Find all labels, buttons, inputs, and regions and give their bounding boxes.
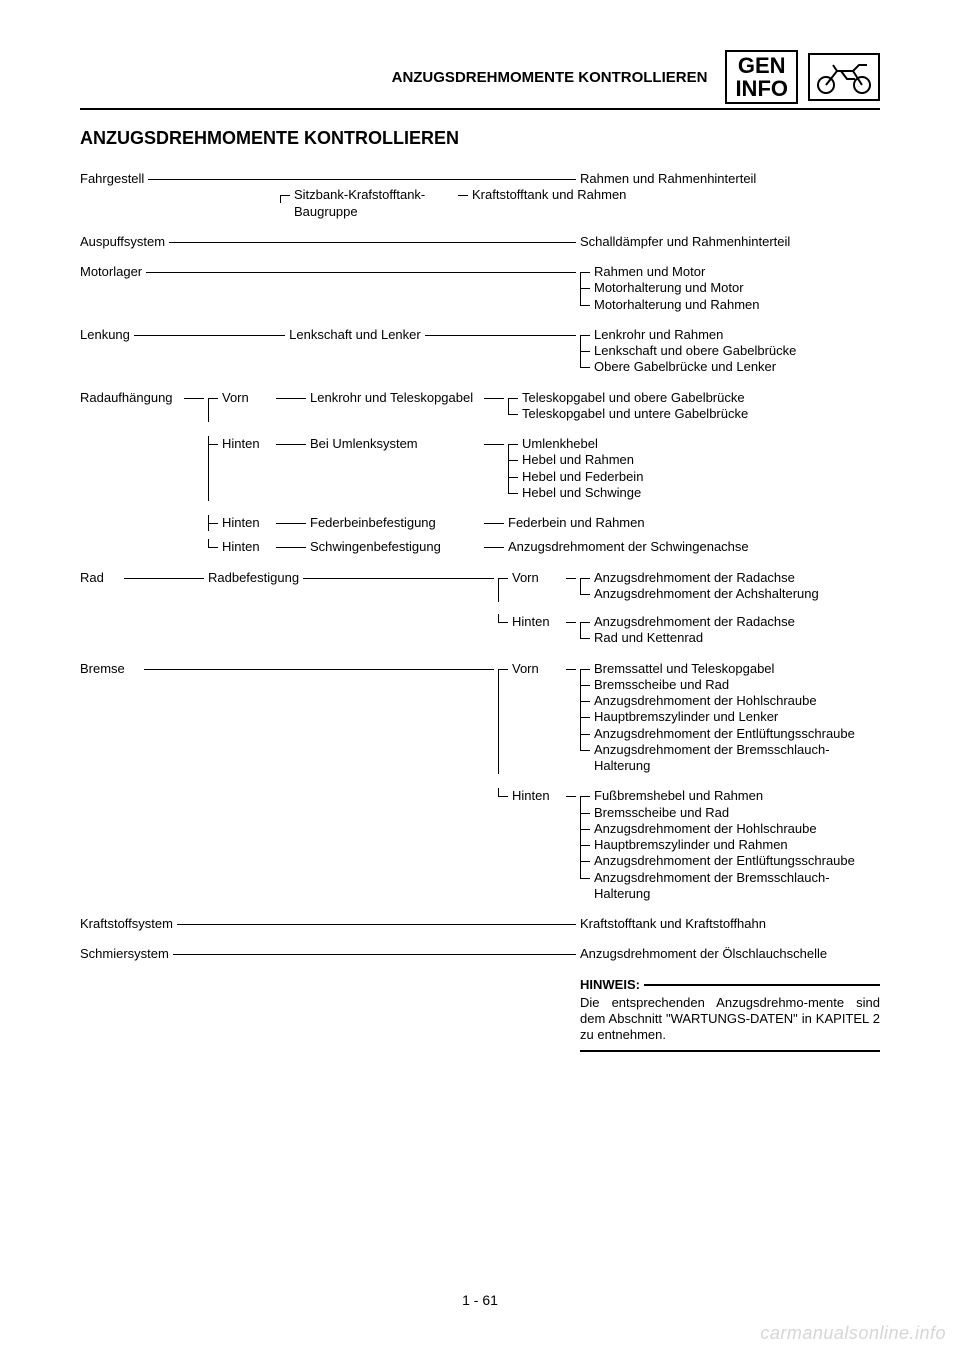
label-lenkung: Lenkung (80, 327, 130, 343)
right-br-0-5: Anzugsdrehmoment der Bremsschlauch-Halte… (580, 742, 880, 775)
right-auspuff: Schalldämpfer und Rahmenhinterteil (580, 234, 880, 250)
right-br-0-1: Bremsscheibe und Rad (580, 677, 880, 693)
right-lenkung-2: Obere Gabelbrücke und Lenker (580, 359, 880, 375)
right-ra-1-2: Hebel und Federbein (508, 469, 808, 485)
header-section-title: ANZUGSDREHMOMENTE KONTROLLIEREN (80, 69, 715, 86)
pos-br-0: Vorn (512, 661, 562, 677)
page-header: ANZUGSDREHMOMENTE KONTROLLIEREN GEN INFO (80, 50, 880, 110)
row-bremse: Bremse Vorn Bremssattel und Teleskopgabe… (80, 661, 880, 903)
right-ra-0-1: Teleskopgabel und untere Gabelbrücke (508, 406, 808, 422)
note-body: Die entsprechenden Anzugsdrehmo-mente si… (580, 993, 880, 1052)
right-br-0-0: Bremssattel und Teleskopgabel (580, 661, 880, 677)
mid-sitzbank: Sitzbank-Krafstofftank-Baugruppe (294, 187, 454, 220)
label-auspuff: Auspuffsystem (80, 234, 165, 250)
mid-ra-2: Federbeinbefestigung (310, 515, 480, 531)
rights-lenkung: Lenkrohr und Rahmen Lenkschaft und obere… (580, 327, 880, 376)
page-content: ANZUGSDREHMOMENTE KONTROLLIEREN GEN INFO… (80, 50, 880, 1052)
right-rad-1-1: Rad und Kettenrad (580, 630, 880, 646)
right-br-1-5: Anzugsdrehmoment der Bremsschlauch-Halte… (580, 870, 880, 903)
right-lenkung-1: Lenkschaft und obere Gabelbrücke (580, 343, 880, 359)
right-motorlager-0: Rahmen und Motor (580, 264, 880, 280)
motorcycle-icon (808, 53, 880, 101)
right-lenkung-0: Lenkrohr und Rahmen (580, 327, 880, 343)
right-ra-2-0: Federbein und Rahmen (508, 515, 808, 531)
mid-ra-0: Lenkrohr und Teleskopgabel (310, 390, 480, 406)
pos-ra-3: Hinten (222, 539, 272, 555)
right-motorlager-1: Motorhalterung und Motor (580, 280, 880, 296)
row-lenkung: Lenkung Lenkschaft und Lenker Lenkrohr u… (80, 327, 880, 376)
right-fahrgestell-1: Rahmen und Rahmenhinterteil (580, 171, 880, 187)
pos-ra-2: Hinten (222, 515, 272, 531)
gen-info-badge: GEN INFO (725, 50, 798, 104)
label-rad: Rad (80, 570, 120, 586)
row-fahrgestell: Fahrgestell Rahmen und Rahmenhinterteil … (80, 171, 880, 220)
row-schmier: Schmiersystem Anzugsdrehmoment der Ölsch… (80, 946, 880, 962)
row-radaufhaengung: Radaufhängung Vorn Lenkrohr und Teleskop… (80, 390, 880, 556)
right-br-1-1: Bremsscheibe und Rad (580, 805, 880, 821)
right-br-1-0: Fußbremshebel und Rahmen (580, 788, 880, 804)
mid-ra-1: Bei Umlenksystem (310, 436, 480, 452)
gen-info-line2: INFO (735, 77, 788, 100)
label-bremse: Bremse (80, 661, 140, 677)
page-number: 1 - 61 (0, 1292, 960, 1308)
pos-br-1: Hinten (512, 788, 562, 804)
watermark: carmanualsonline.info (760, 1323, 946, 1344)
right-br-0-3: Hauptbremszylinder und Lenker (580, 709, 880, 725)
note-heading: HINWEIS: (580, 977, 640, 993)
right-fahrgestell-2: Kraftstofftank und Rahmen (472, 187, 772, 203)
right-ra-1-0: Umlenkhebel (508, 436, 808, 452)
right-br-1-2: Anzugsdrehmoment der Hohlschraube (580, 821, 880, 837)
right-motorlager-2: Motorhalterung und Rahmen (580, 297, 880, 313)
right-kraftstoff: Kraftstofftank und Kraftstoffhahn (580, 916, 880, 932)
right-rad-0-1: Anzugsdrehmoment der Achshalterung (580, 586, 880, 602)
right-ra-3-0: Anzugsdrehmoment der Schwingenachse (508, 539, 808, 555)
main-heading: ANZUGSDREHMOMENTE KONTROLLIEREN (80, 128, 880, 149)
row-auspuff: Auspuffsystem Schalldämpfer und Rahmenhi… (80, 234, 880, 250)
label-motorlager: Motorlager (80, 264, 142, 280)
pos-ra-1: Hinten (222, 436, 272, 452)
label-schmier: Schmiersystem (80, 946, 169, 962)
mid-rad: Radbefestigung (208, 570, 299, 586)
right-br-1-4: Anzugsdrehmoment der Entlüftungsschraube (580, 853, 880, 869)
torque-tree: Fahrgestell Rahmen und Rahmenhinterteil … (80, 171, 880, 1052)
row-rad: Rad Radbefestigung Vorn Anzugsdrehmoment… (80, 570, 880, 647)
right-br-1-3: Hauptbremszylinder und Rahmen (580, 837, 880, 853)
gen-info-line1: GEN (735, 54, 788, 77)
label-kraftstoff: Kraftstoffsystem (80, 916, 173, 932)
label-radaufhaengung: Radaufhängung (80, 390, 180, 406)
row-kraftstoff: Kraftstoffsystem Kraftstofftank und Kraf… (80, 916, 880, 932)
label-fahrgestell: Fahrgestell (80, 171, 144, 187)
pos-ra-0: Vorn (222, 390, 272, 406)
rights-motorlager: Rahmen und Motor Motorhalterung und Moto… (580, 264, 880, 313)
pos-rad-0: Vorn (512, 570, 562, 586)
note-box: HINWEIS: Die entsprechenden Anzugsdrehmo… (580, 977, 880, 1052)
right-rad-1-0: Anzugsdrehmoment der Radachse (580, 614, 880, 630)
mid-lenkung: Lenkschaft und Lenker (289, 327, 421, 343)
right-rad-0-0: Anzugsdrehmoment der Radachse (580, 570, 880, 586)
right-schmier: Anzugsdrehmoment der Ölschlauchschelle (580, 946, 880, 962)
row-motorlager: Motorlager Rahmen und Motor Motorhalteru… (80, 264, 880, 313)
mid-ra-3: Schwingenbefestigung (310, 539, 480, 555)
right-br-0-2: Anzugsdrehmoment der Hohlschraube (580, 693, 880, 709)
right-ra-0-0: Teleskopgabel und obere Gabelbrücke (508, 390, 808, 406)
right-ra-1-3: Hebel und Schwinge (508, 485, 808, 501)
right-br-0-4: Anzugsdrehmoment der Entlüftungsschraube (580, 726, 880, 742)
pos-rad-1: Hinten (512, 614, 562, 630)
right-ra-1-1: Hebel und Rahmen (508, 452, 808, 468)
